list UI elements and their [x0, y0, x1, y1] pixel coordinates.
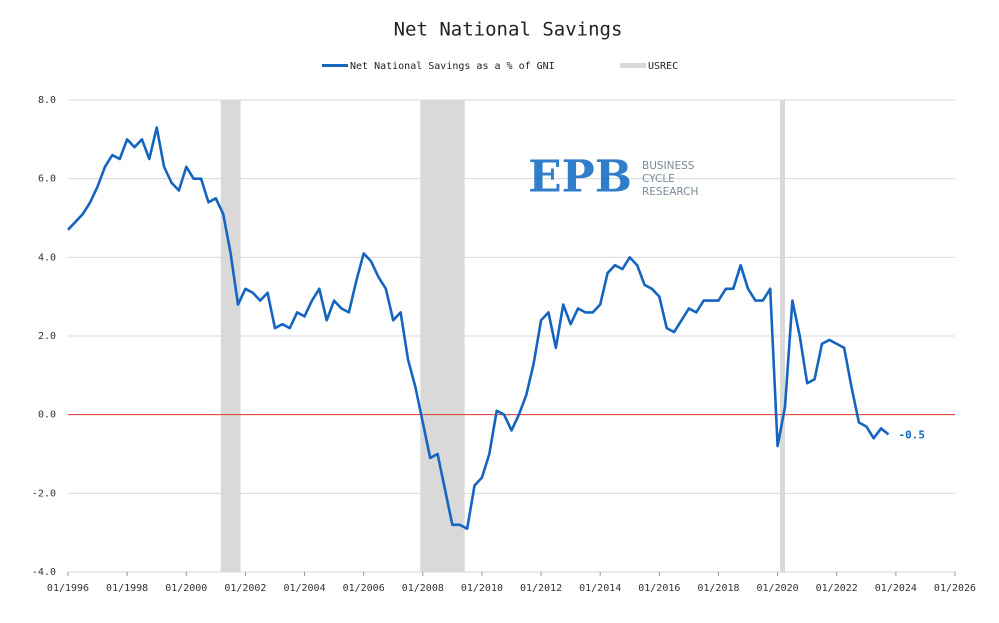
y-tick-label: -2.0: [32, 488, 56, 499]
x-tick-label: 01/2010: [461, 583, 503, 594]
y-tick-label: 0.0: [38, 410, 56, 421]
x-tick-label: 01/2012: [520, 583, 562, 594]
y-tick-label: 4.0: [38, 252, 56, 263]
x-tick-label: 01/2002: [224, 583, 266, 594]
legend-label: USREC: [648, 61, 678, 72]
x-tick-label: 01/2024: [875, 583, 917, 594]
x-tick-label: 01/2022: [816, 583, 858, 594]
watermark-text: BUSINESS: [642, 160, 695, 172]
legend-item: USREC: [620, 61, 678, 72]
x-tick-label: 01/2016: [638, 583, 680, 594]
y-tick-label: 2.0: [38, 331, 56, 342]
x-tick-label: 01/2004: [283, 583, 325, 594]
y-tick-label: 8.0: [38, 95, 56, 106]
legend-label: Net National Savings as a % of GNI: [350, 61, 555, 72]
x-tick-label: 01/2008: [402, 583, 444, 594]
x-tick-label: 01/2000: [165, 583, 207, 594]
x-tick-label: 01/2018: [697, 583, 739, 594]
end-value-label: -0.5: [898, 428, 925, 441]
x-tick-label: 01/2026: [934, 583, 976, 594]
y-tick-label: -4.0: [32, 567, 56, 578]
x-tick-label: 01/1996: [47, 583, 89, 594]
legend-swatch: [620, 63, 646, 68]
data-line: [67, 126, 890, 531]
watermark-text: CYCLE: [642, 173, 675, 185]
chart-title: Net National Savings: [394, 19, 623, 41]
watermark-logo: EPB: [528, 152, 632, 203]
y-tick-label: 6.0: [38, 174, 56, 185]
x-tick-label: 01/1998: [106, 583, 148, 594]
watermark-text: RESEARCH: [642, 186, 698, 198]
x-tick-label: 01/2020: [757, 583, 799, 594]
x-tick-label: 01/2006: [343, 583, 385, 594]
x-tick-label: 01/2014: [579, 583, 621, 594]
legend-item: Net National Savings as a % of GNI: [322, 61, 555, 72]
